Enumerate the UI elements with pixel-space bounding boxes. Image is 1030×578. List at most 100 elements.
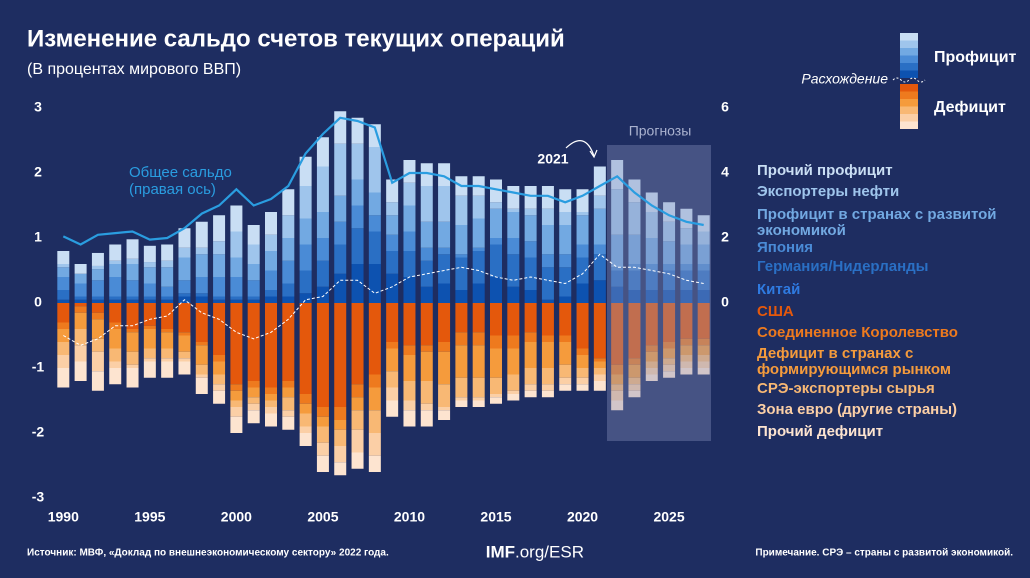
bar <box>455 290 468 303</box>
bar <box>316 137 329 167</box>
bar <box>282 296 295 303</box>
bar <box>490 377 502 394</box>
logo: IMF <box>486 542 515 561</box>
bar <box>230 303 243 385</box>
bar <box>472 251 485 284</box>
bar <box>161 303 174 329</box>
bar <box>178 332 191 336</box>
note: Примечание. СРЭ – страны с развитой экон… <box>755 548 1013 559</box>
forecast-area <box>607 145 711 441</box>
y-tick-label: -3 <box>32 489 45 505</box>
bar <box>663 303 676 342</box>
bar <box>403 345 416 355</box>
bar <box>265 400 277 407</box>
bar <box>247 387 260 398</box>
bar <box>161 329 174 333</box>
bar <box>472 247 485 251</box>
bar <box>282 238 295 261</box>
bar <box>334 462 347 476</box>
x-tick-label: 1995 <box>134 509 165 525</box>
bar <box>645 361 658 368</box>
bar <box>628 179 641 203</box>
bar <box>576 215 589 245</box>
bar <box>368 303 381 375</box>
bar <box>680 228 693 245</box>
bar <box>334 420 347 430</box>
bar <box>178 358 191 362</box>
bar <box>438 303 451 342</box>
bar <box>213 299 226 303</box>
bar <box>126 368 139 388</box>
bar <box>230 296 243 300</box>
bar <box>559 377 572 385</box>
bar <box>507 394 520 401</box>
bar <box>593 208 606 245</box>
bar <box>576 377 589 385</box>
bar <box>559 296 572 303</box>
legend-entry: Китай <box>757 281 801 298</box>
bar <box>91 269 104 281</box>
bar <box>559 254 572 268</box>
bar <box>490 303 502 336</box>
bar <box>680 244 693 264</box>
bar <box>282 387 295 398</box>
line <box>62 116 704 246</box>
bar <box>455 332 468 346</box>
bar <box>438 407 451 411</box>
legend-title: Профицит <box>934 49 1017 66</box>
bar <box>316 286 329 303</box>
bar <box>178 247 191 258</box>
bar <box>213 384 226 391</box>
bar <box>593 254 606 281</box>
bar <box>109 329 122 349</box>
bar <box>74 273 87 284</box>
bar <box>472 377 485 398</box>
bar <box>247 244 260 264</box>
bar <box>299 293 312 303</box>
bar <box>559 189 572 212</box>
legend-swatch <box>900 121 918 129</box>
y-tick-label: 0 <box>34 294 42 310</box>
bar <box>247 397 260 404</box>
legend-swatch <box>900 70 918 78</box>
bar <box>178 361 191 375</box>
bar <box>472 303 485 333</box>
bar <box>663 348 676 359</box>
bar <box>507 208 520 212</box>
legend-swatch <box>900 55 918 63</box>
bar <box>524 390 537 398</box>
legend-entry: Германия/Нидерланды <box>757 258 929 275</box>
bar <box>490 208 502 238</box>
bar <box>143 329 156 349</box>
bar <box>178 351 191 359</box>
bar <box>126 258 139 264</box>
bar <box>438 247 451 255</box>
x-tick-label: 2015 <box>480 509 511 525</box>
bar <box>334 195 347 222</box>
bar <box>265 413 277 427</box>
bar <box>247 225 260 245</box>
bar <box>178 228 191 248</box>
x-tick-label: 2000 <box>221 509 252 525</box>
source: Источник: МВФ, «Доклад по внешнеэкономич… <box>27 548 389 559</box>
bar <box>576 348 589 355</box>
bar <box>386 179 399 203</box>
bar <box>351 384 364 398</box>
bar <box>524 186 537 209</box>
bar <box>576 257 589 284</box>
bar <box>143 262 156 268</box>
legend-entry: Экспортеры нефти <box>757 183 900 200</box>
bar <box>645 351 658 362</box>
bar <box>490 348 502 378</box>
bar <box>628 303 641 359</box>
legend-swatch <box>900 114 918 122</box>
bar <box>593 280 606 303</box>
bar <box>143 358 156 362</box>
bar <box>368 374 381 388</box>
bar <box>593 381 606 391</box>
bar <box>91 252 104 266</box>
bar <box>299 244 312 271</box>
bar <box>161 286 174 297</box>
bar <box>195 345 208 365</box>
bar <box>351 117 364 144</box>
